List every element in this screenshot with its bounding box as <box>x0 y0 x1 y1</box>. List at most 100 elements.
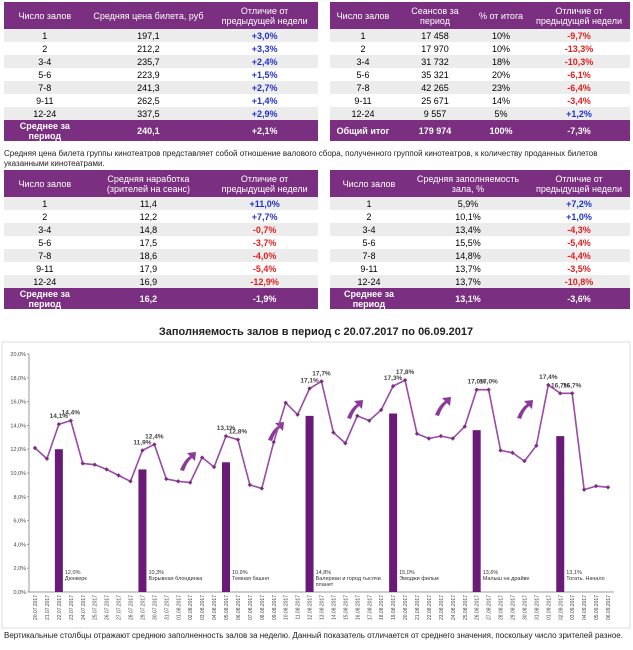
bar-value-label: 12,0% <box>64 570 81 576</box>
y-tick-label: 18,0% <box>10 376 26 382</box>
bar <box>138 469 147 592</box>
table-row: 12-24 16,9 -12,9% <box>4 275 318 288</box>
table-foot: Среднее за период 13,1% -3,6% <box>330 288 630 309</box>
table-cell: 5-6 <box>362 237 376 248</box>
bar-note: Эмоджи фильм <box>399 576 439 582</box>
marker <box>295 412 300 417</box>
x-tick-label: 14.08.2017 <box>331 595 337 620</box>
header-cell: % от итога <box>474 2 528 29</box>
table-row: 1 5,9% +7,2% <box>330 197 630 210</box>
x-tick-label: 24.08.2017 <box>451 595 457 620</box>
data-label: 14,4% <box>62 410 81 417</box>
table-cell: 3-4 <box>330 55 396 68</box>
y-tick-label: 12,0% <box>10 447 26 453</box>
data-label: 12,4% <box>145 433 164 440</box>
footer-cell: +2,1% <box>211 120 318 141</box>
marker <box>247 482 253 488</box>
table-cell: 5-6 <box>38 69 52 80</box>
data-label: 11,9% <box>133 439 151 446</box>
table-cell: 2 <box>42 211 48 222</box>
marker <box>140 448 145 453</box>
table-cell: 241,3 <box>85 81 212 94</box>
table-cell: 5-6 <box>38 237 52 248</box>
footer-cell: -1,9% <box>211 288 318 309</box>
y-tick-label: 14,0% <box>10 423 26 429</box>
table-cell: -13,3% <box>564 43 594 54</box>
table-cell: 10% <box>491 43 510 54</box>
table-cell: -5,4% <box>252 263 277 274</box>
table-cell: 7-8 <box>330 81 396 94</box>
bar-label: 14,8% Валериан и город тысячи планет <box>316 570 386 588</box>
table-row: 5-6 17,5 -3,7% <box>4 236 318 249</box>
data-table: Число залов Средняя наработка (зрителей н… <box>4 170 318 309</box>
table-foot: Среднее за период 240,1 +2,1% <box>4 120 318 141</box>
table-cell: +2,4% <box>211 55 318 68</box>
table-cell: -10,8% <box>528 275 630 288</box>
x-tick-label: 04.09.2017 <box>582 595 588 620</box>
table-cell: +1,2% <box>528 107 630 120</box>
marker <box>283 400 288 405</box>
marker <box>605 485 611 490</box>
marker <box>32 445 38 451</box>
x-tick-label: 25.08.2017 <box>463 595 469 620</box>
data-label: 17,0% <box>467 379 486 386</box>
bar-value-label: 13,6% <box>482 570 499 576</box>
table-body: 1 17 458 10% -9,7% 2 17 970 10% -13,3% 3-4 31 732… <box>330 29 630 120</box>
marker <box>80 461 85 466</box>
x-tick-label: 03.09.2017 <box>570 595 576 620</box>
footer-cell: 16,2 <box>85 288 212 309</box>
x-tick-label: 27.08.2017 <box>487 595 493 620</box>
table-cell: +2,9% <box>211 107 318 120</box>
table-cell: 235,7 <box>85 55 212 68</box>
data-label: 17,0% <box>479 379 498 386</box>
data-label: 12,8% <box>229 429 248 436</box>
table-cell: +11,0% <box>211 197 318 210</box>
table-cell: +1,5% <box>251 69 278 80</box>
table-cell: 42 265 <box>396 81 474 94</box>
marker <box>438 433 444 439</box>
table-cell: 10,1% <box>455 211 481 222</box>
y-tick-label: 8,0% <box>13 495 26 501</box>
table-head: Число залов Средняя заполняемость зала, %… <box>330 170 630 197</box>
header-cell: Отличие от предыдущей недели <box>211 170 318 197</box>
x-tick-label: 26.08.2017 <box>475 595 481 620</box>
bar-value-label: 10,9% <box>232 570 248 576</box>
header-cell: Отличие от предыдущей недели <box>528 2 630 29</box>
marker <box>259 486 265 491</box>
table-cell: +3,0% <box>211 29 318 42</box>
table-cell: 31 732 <box>396 55 474 68</box>
table-row: 1 197,1 +3,0% <box>4 29 318 42</box>
marker <box>355 413 360 419</box>
x-tick-label: 21.07.2017 <box>45 595 51 620</box>
y-tick-label: 10,0% <box>10 471 26 477</box>
footer-cell: 240,1 <box>85 120 212 141</box>
arrow <box>517 400 533 419</box>
footer-cell: 179 974 <box>396 120 474 141</box>
note: Средняя цена билета группы кинотеатров п… <box>4 149 598 168</box>
header-cell: Число залов <box>330 2 396 29</box>
table-body: 1 5,9% +7,2% 2 10,1% +1,0% 3-4 13,4% -4,3% 5-6 15,… <box>330 197 630 288</box>
table-cell: 18,6 <box>85 249 212 262</box>
table-row: 7-8 241,3 +2,7% <box>4 81 318 94</box>
x-tick-label: 07.08.2017 <box>248 595 254 620</box>
table-row: 9-11 262,5 +1,4% <box>4 94 318 107</box>
footer-row: Среднее за период 240,1 +2,1% <box>4 120 318 141</box>
marker <box>116 473 121 478</box>
table-body: 1 11,4 +11,0% 2 12,2 +7,7% 3-4 14,8 -0,7% 5-6 17,5… <box>4 197 318 288</box>
y-tick-label: 6,0% <box>13 519 26 525</box>
header-cell: Число залов <box>330 170 408 197</box>
table-cell: 3-4 <box>4 223 86 236</box>
marker <box>450 436 456 441</box>
table-cell: 12-24 <box>330 107 396 120</box>
x-tick-label: 06.09.2017 <box>606 595 612 620</box>
marker <box>331 430 336 435</box>
table-cell: 14,8 <box>85 223 212 236</box>
marker <box>593 483 599 489</box>
table-cell: -4,4% <box>528 249 630 262</box>
x-tick-label: 20.07.2017 <box>33 595 39 620</box>
bar-note: Валериан и город тысячи планет <box>315 576 381 588</box>
table-body: 1 197,1 +3,0% 2 212,2 +3,3% 3-4 235,7 +2,4% 5-6 22… <box>4 29 318 120</box>
table-cell: 14% <box>491 95 510 106</box>
data-label: 16,7% <box>563 382 582 389</box>
table-cell: -9,7% <box>528 29 630 42</box>
